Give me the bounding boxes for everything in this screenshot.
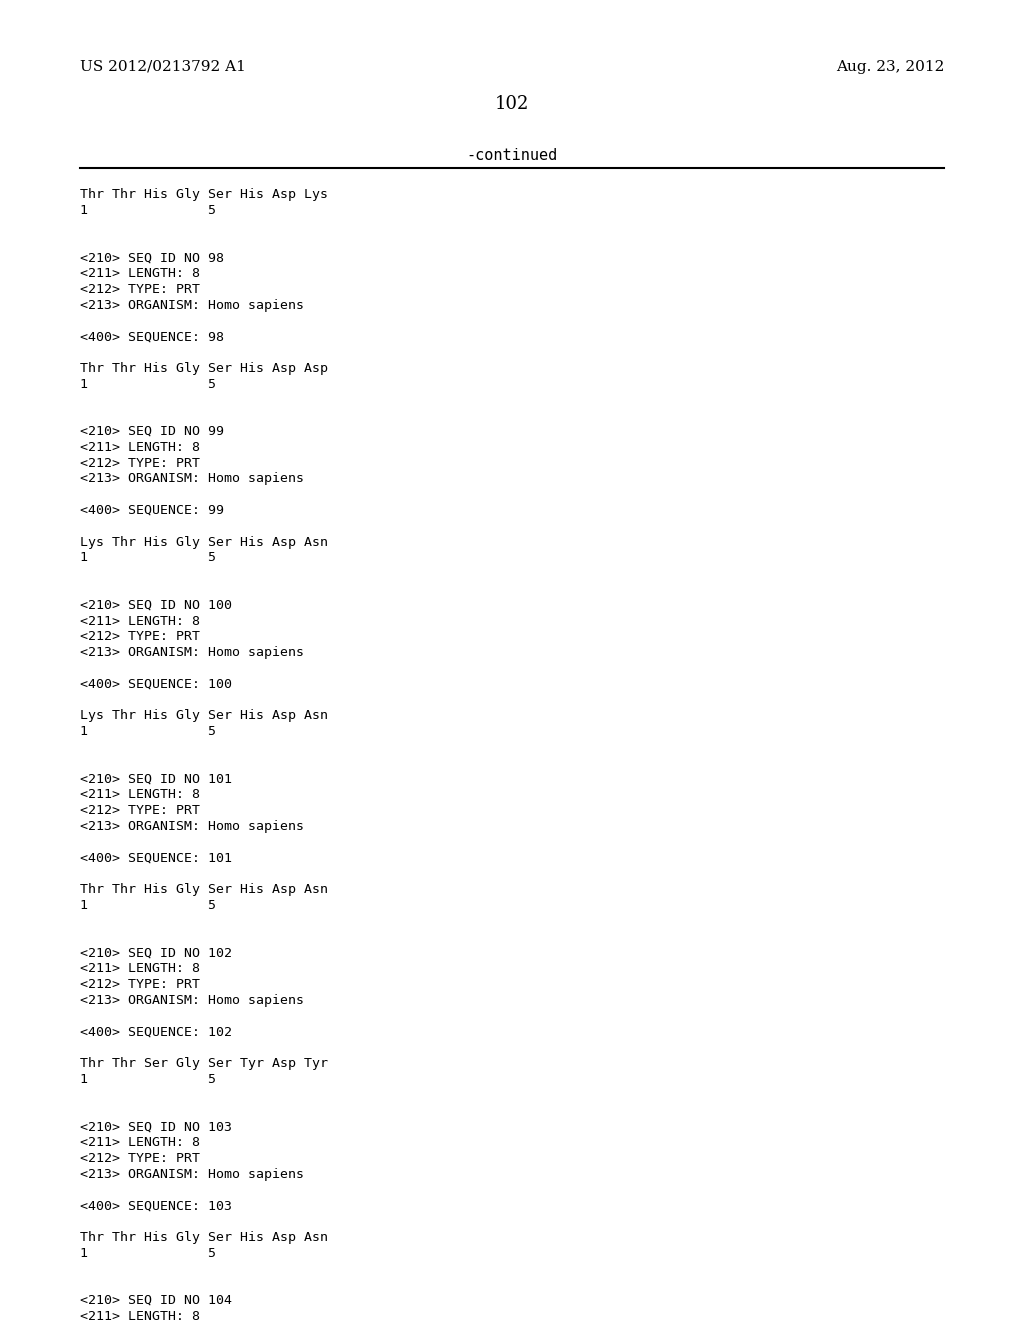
Text: 102: 102: [495, 95, 529, 114]
Text: Lys Thr His Gly Ser His Asp Asn: Lys Thr His Gly Ser His Asp Asn: [80, 709, 328, 722]
Text: <212> TYPE: PRT: <212> TYPE: PRT: [80, 631, 200, 643]
Text: <212> TYPE: PRT: <212> TYPE: PRT: [80, 804, 200, 817]
Text: <211> LENGTH: 8: <211> LENGTH: 8: [80, 267, 200, 280]
Text: <213> ORGANISM: Homo sapiens: <213> ORGANISM: Homo sapiens: [80, 298, 304, 312]
Text: <210> SEQ ID NO 98: <210> SEQ ID NO 98: [80, 251, 224, 264]
Text: Thr Thr His Gly Ser His Asp Asp: Thr Thr His Gly Ser His Asp Asp: [80, 362, 328, 375]
Text: Thr Thr His Gly Ser His Asp Lys: Thr Thr His Gly Ser His Asp Lys: [80, 187, 328, 201]
Text: <211> LENGTH: 8: <211> LENGTH: 8: [80, 1309, 200, 1320]
Text: <211> LENGTH: 8: <211> LENGTH: 8: [80, 1137, 200, 1148]
Text: <210> SEQ ID NO 99: <210> SEQ ID NO 99: [80, 425, 224, 438]
Text: 1               5: 1 5: [80, 552, 216, 565]
Text: <211> LENGTH: 8: <211> LENGTH: 8: [80, 441, 200, 454]
Text: 1               5: 1 5: [80, 378, 216, 391]
Text: <211> LENGTH: 8: <211> LENGTH: 8: [80, 615, 200, 627]
Text: <210> SEQ ID NO 103: <210> SEQ ID NO 103: [80, 1121, 232, 1133]
Text: <210> SEQ ID NO 102: <210> SEQ ID NO 102: [80, 946, 232, 960]
Text: <400> SEQUENCE: 99: <400> SEQUENCE: 99: [80, 504, 224, 517]
Text: <212> TYPE: PRT: <212> TYPE: PRT: [80, 978, 200, 991]
Text: Lys Thr His Gly Ser His Asp Asn: Lys Thr His Gly Ser His Asp Asn: [80, 536, 328, 549]
Text: <213> ORGANISM: Homo sapiens: <213> ORGANISM: Homo sapiens: [80, 994, 304, 1007]
Text: US 2012/0213792 A1: US 2012/0213792 A1: [80, 59, 246, 74]
Text: <400> SEQUENCE: 100: <400> SEQUENCE: 100: [80, 677, 232, 690]
Text: Aug. 23, 2012: Aug. 23, 2012: [836, 59, 944, 74]
Text: <400> SEQUENCE: 102: <400> SEQUENCE: 102: [80, 1026, 232, 1039]
Text: <400> SEQUENCE: 101: <400> SEQUENCE: 101: [80, 851, 232, 865]
Text: <400> SEQUENCE: 103: <400> SEQUENCE: 103: [80, 1199, 232, 1212]
Text: <400> SEQUENCE: 98: <400> SEQUENCE: 98: [80, 330, 224, 343]
Text: <213> ORGANISM: Homo sapiens: <213> ORGANISM: Homo sapiens: [80, 647, 304, 659]
Text: 1               5: 1 5: [80, 1246, 216, 1259]
Text: Thr Thr His Gly Ser His Asp Asn: Thr Thr His Gly Ser His Asp Asn: [80, 883, 328, 896]
Text: <213> ORGANISM: Homo sapiens: <213> ORGANISM: Homo sapiens: [80, 1168, 304, 1180]
Text: 1               5: 1 5: [80, 725, 216, 738]
Text: 1               5: 1 5: [80, 899, 216, 912]
Text: -continued: -continued: [466, 148, 558, 162]
Text: <210> SEQ ID NO 101: <210> SEQ ID NO 101: [80, 772, 232, 785]
Text: Thr Thr Ser Gly Ser Tyr Asp Tyr: Thr Thr Ser Gly Ser Tyr Asp Tyr: [80, 1057, 328, 1071]
Text: <210> SEQ ID NO 100: <210> SEQ ID NO 100: [80, 599, 232, 611]
Text: Thr Thr His Gly Ser His Asp Asn: Thr Thr His Gly Ser His Asp Asn: [80, 1230, 328, 1243]
Text: <213> ORGANISM: Homo sapiens: <213> ORGANISM: Homo sapiens: [80, 820, 304, 833]
Text: <211> LENGTH: 8: <211> LENGTH: 8: [80, 962, 200, 975]
Text: 1               5: 1 5: [80, 1073, 216, 1086]
Text: <212> TYPE: PRT: <212> TYPE: PRT: [80, 1152, 200, 1164]
Text: <212> TYPE: PRT: <212> TYPE: PRT: [80, 457, 200, 470]
Text: <211> LENGTH: 8: <211> LENGTH: 8: [80, 788, 200, 801]
Text: <213> ORGANISM: Homo sapiens: <213> ORGANISM: Homo sapiens: [80, 473, 304, 486]
Text: <210> SEQ ID NO 104: <210> SEQ ID NO 104: [80, 1294, 232, 1307]
Text: 1               5: 1 5: [80, 203, 216, 216]
Text: <212> TYPE: PRT: <212> TYPE: PRT: [80, 282, 200, 296]
